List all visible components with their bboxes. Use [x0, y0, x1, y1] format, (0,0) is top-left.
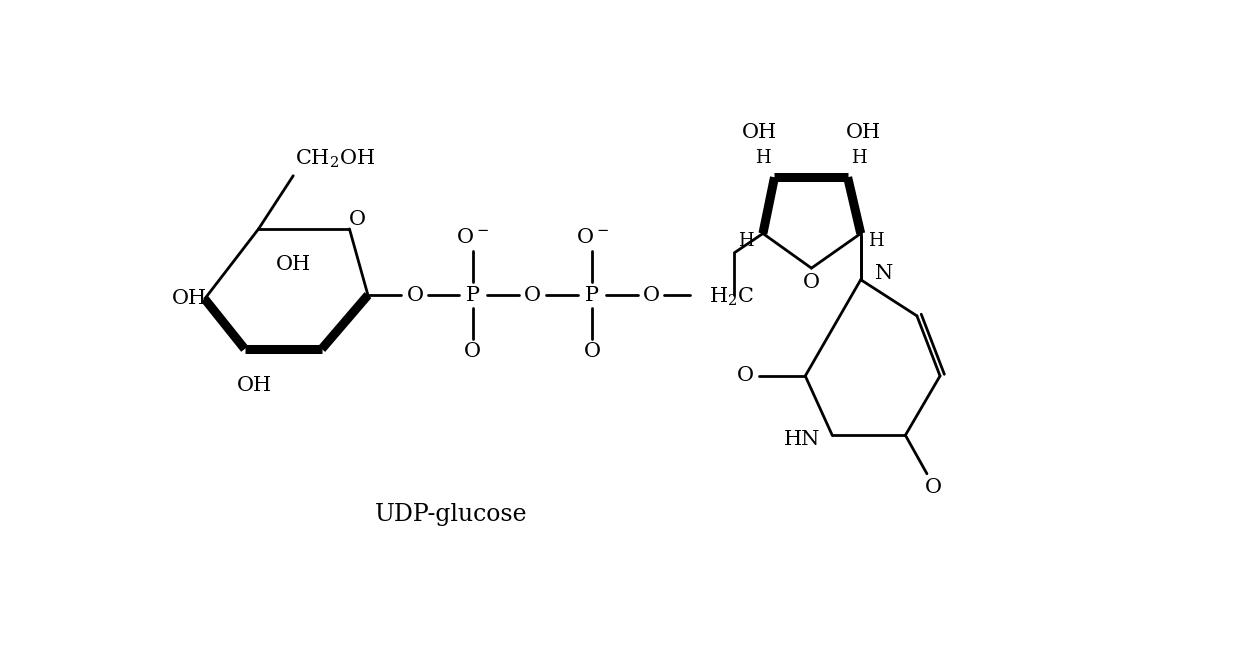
Text: O: O	[464, 342, 481, 361]
Text: O: O	[737, 367, 753, 386]
Text: O: O	[348, 210, 365, 229]
Text: H$_2$C: H$_2$C	[709, 285, 755, 308]
Text: O: O	[925, 478, 942, 497]
Text: O$^-$: O$^-$	[576, 228, 608, 247]
Text: O: O	[803, 272, 820, 291]
Text: O: O	[525, 285, 541, 304]
Text: OH: OH	[173, 289, 208, 308]
Text: N: N	[875, 264, 892, 283]
Text: HN: HN	[784, 430, 820, 449]
Text: H: H	[869, 232, 884, 250]
Text: O: O	[643, 285, 660, 304]
Text: O: O	[406, 285, 424, 304]
Text: O$^-$: O$^-$	[456, 228, 488, 247]
Text: O: O	[583, 342, 600, 361]
Text: H: H	[738, 232, 753, 250]
Text: P: P	[466, 285, 480, 304]
Text: OH: OH	[845, 123, 880, 142]
Text: CH$_2$OH: CH$_2$OH	[295, 148, 375, 170]
Text: P: P	[585, 285, 599, 304]
Text: H: H	[851, 149, 868, 167]
Text: UDP-glucose: UDP-glucose	[375, 503, 527, 526]
Text: OH: OH	[276, 255, 311, 274]
Text: H: H	[755, 149, 771, 167]
Text: OH: OH	[742, 123, 777, 142]
Text: OH: OH	[237, 376, 272, 395]
